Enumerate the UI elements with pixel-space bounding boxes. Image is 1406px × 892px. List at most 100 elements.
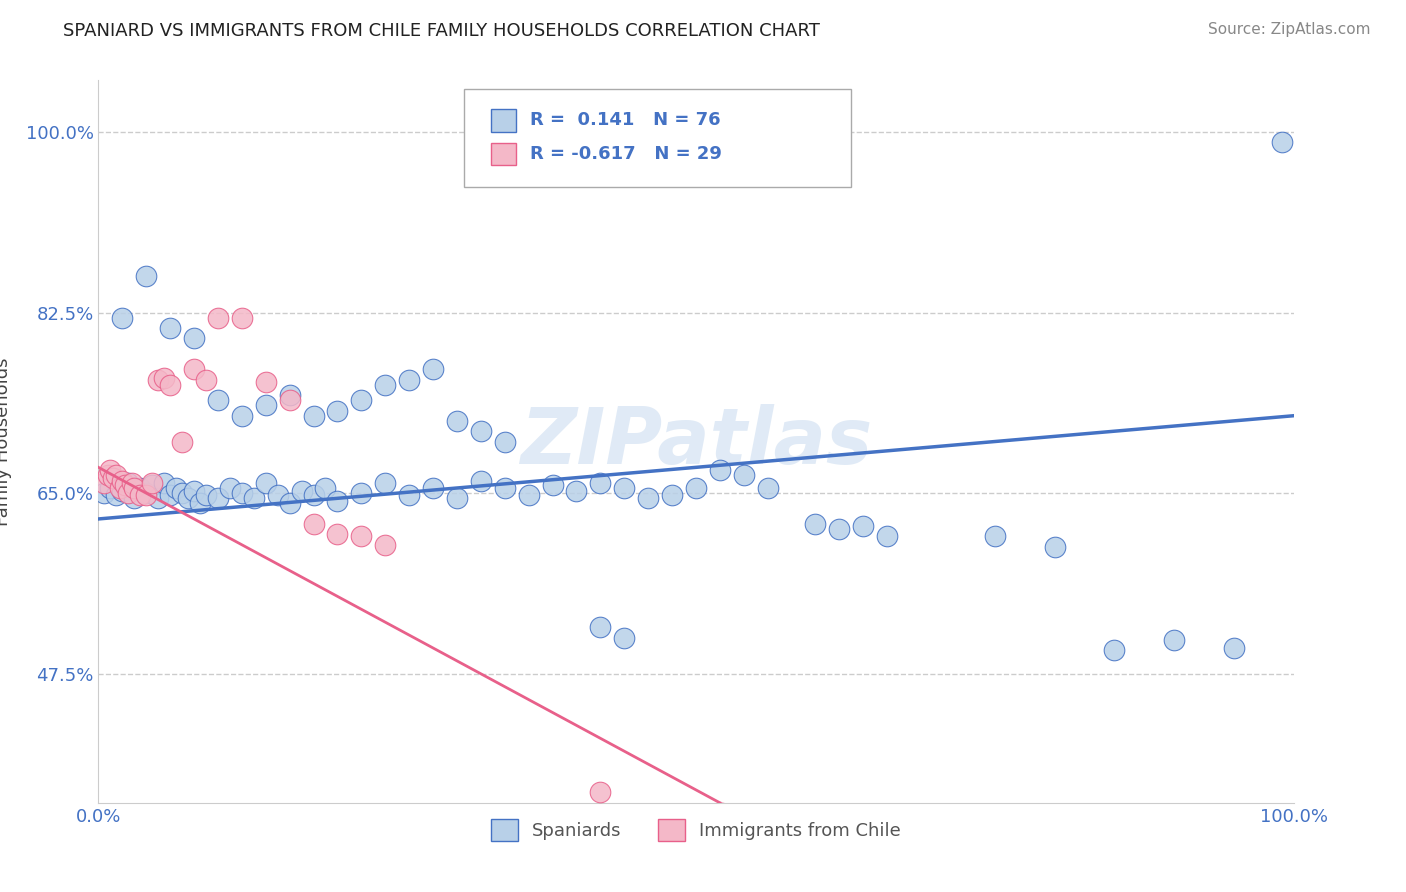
- Point: [231, 310, 253, 325]
- Point: [350, 529, 373, 543]
- Point: [254, 475, 277, 490]
- Point: [326, 494, 349, 508]
- Point: [124, 491, 146, 506]
- Point: [195, 373, 218, 387]
- Y-axis label: Family Households: Family Households: [0, 358, 11, 525]
- Point: [446, 414, 468, 428]
- Point: [183, 362, 205, 376]
- Point: [398, 488, 420, 502]
- Point: [326, 403, 349, 417]
- Point: [243, 491, 266, 506]
- Point: [350, 393, 373, 408]
- Point: [589, 785, 612, 799]
- Point: [254, 375, 277, 389]
- Point: [302, 409, 325, 423]
- Point: [97, 467, 120, 482]
- Point: [350, 486, 373, 500]
- Point: [207, 310, 229, 325]
- Point: [101, 471, 124, 485]
- Point: [254, 398, 277, 412]
- Point: [93, 486, 115, 500]
- Point: [278, 393, 301, 408]
- Point: [1104, 643, 1126, 657]
- Point: [494, 434, 516, 449]
- Point: [291, 484, 314, 499]
- Point: [177, 491, 200, 506]
- Point: [1043, 540, 1066, 554]
- Point: [159, 488, 181, 502]
- Point: [374, 538, 396, 552]
- Point: [852, 519, 875, 533]
- Point: [984, 529, 1007, 543]
- Point: [446, 491, 468, 506]
- Text: R =  0.141   N = 76: R = 0.141 N = 76: [530, 112, 721, 129]
- Point: [398, 373, 420, 387]
- Point: [135, 486, 157, 500]
- Point: [733, 467, 755, 482]
- Point: [117, 475, 139, 490]
- Point: [98, 463, 122, 477]
- Point: [1163, 632, 1185, 647]
- Point: [141, 475, 163, 490]
- Point: [422, 362, 444, 376]
- Point: [541, 478, 564, 492]
- Point: [105, 467, 128, 482]
- Point: [148, 373, 170, 387]
- Point: [637, 491, 659, 506]
- Point: [302, 488, 325, 502]
- Point: [153, 475, 176, 490]
- Point: [278, 496, 301, 510]
- Point: [153, 370, 176, 384]
- Point: [422, 481, 444, 495]
- Point: [1223, 640, 1246, 655]
- Point: [183, 331, 205, 345]
- Point: [589, 620, 612, 634]
- Point: [207, 393, 229, 408]
- Point: [565, 484, 588, 499]
- Point: [494, 481, 516, 495]
- Point: [231, 409, 253, 423]
- Point: [98, 481, 122, 495]
- Point: [302, 517, 325, 532]
- Point: [114, 478, 136, 492]
- Point: [613, 631, 636, 645]
- Legend: Spaniards, Immigrants from Chile: Spaniards, Immigrants from Chile: [484, 812, 908, 848]
- Point: [188, 496, 211, 510]
- Point: [111, 474, 134, 488]
- Point: [165, 481, 187, 495]
- Point: [93, 475, 115, 490]
- Point: [207, 491, 229, 506]
- Point: [661, 488, 683, 502]
- Point: [267, 488, 290, 502]
- Point: [278, 388, 301, 402]
- Point: [685, 481, 707, 495]
- Text: Source: ZipAtlas.com: Source: ZipAtlas.com: [1208, 22, 1371, 37]
- Point: [148, 491, 170, 506]
- Point: [315, 481, 337, 495]
- Point: [159, 321, 181, 335]
- Point: [195, 488, 218, 502]
- Point: [470, 424, 492, 438]
- Point: [374, 475, 396, 490]
- Point: [135, 269, 157, 284]
- Point: [219, 481, 242, 495]
- Point: [141, 478, 163, 492]
- Point: [756, 481, 779, 495]
- Point: [172, 486, 194, 500]
- Point: [121, 475, 143, 490]
- Point: [326, 527, 349, 541]
- Point: [183, 484, 205, 499]
- Point: [1271, 135, 1294, 149]
- Point: [589, 475, 612, 490]
- Point: [129, 481, 152, 495]
- Point: [135, 488, 157, 502]
- Text: SPANIARD VS IMMIGRANTS FROM CHILE FAMILY HOUSEHOLDS CORRELATION CHART: SPANIARD VS IMMIGRANTS FROM CHILE FAMILY…: [63, 22, 820, 40]
- Point: [105, 488, 128, 502]
- Point: [517, 488, 540, 502]
- Point: [124, 481, 146, 495]
- Point: [117, 486, 139, 500]
- Text: R = -0.617   N = 29: R = -0.617 N = 29: [530, 145, 721, 163]
- Point: [129, 488, 152, 502]
- Point: [111, 310, 134, 325]
- Point: [172, 434, 194, 449]
